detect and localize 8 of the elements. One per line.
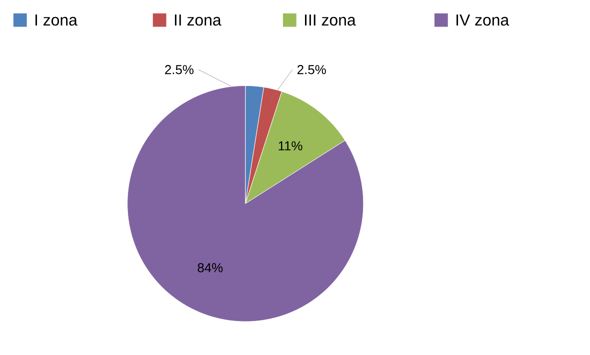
data-label: 2.5% [165,65,194,74]
legend-label: III zona [305,14,356,26]
data-label: 11% [278,141,302,150]
data-label: 84% [198,263,223,272]
legend-label: IV zona [456,14,510,26]
legend-label: II zona [174,14,222,26]
data-label: 2.5% [297,65,326,74]
legend-label: I zona [35,14,78,26]
